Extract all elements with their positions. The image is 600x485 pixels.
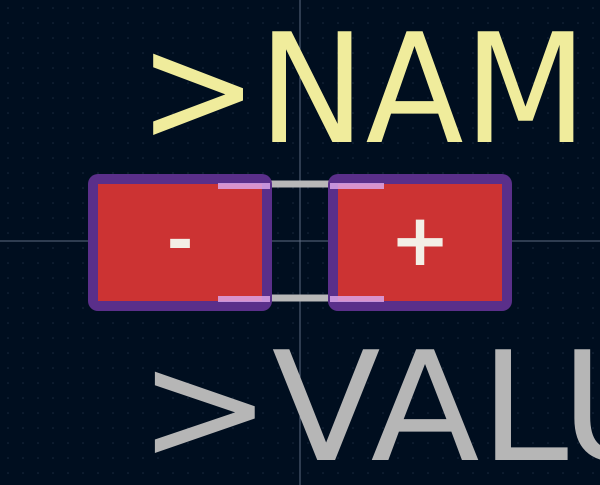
courtyard-overlap-left-bottom xyxy=(218,296,270,302)
pad-minus[interactable]: - xyxy=(88,174,272,311)
reference-designator-text[interactable]: >NAME xyxy=(138,1,600,178)
courtyard-overlap-right-bottom xyxy=(330,296,384,302)
courtyard-overlap-left xyxy=(218,183,270,189)
pad-plus[interactable]: + xyxy=(328,174,512,311)
pad-minus-copper xyxy=(98,184,262,301)
pad-plus-label: + xyxy=(390,198,450,282)
pad-plus-copper xyxy=(338,184,502,301)
value-text[interactable]: >VALUE xyxy=(138,319,600,485)
pad-minus-label: - xyxy=(167,204,194,278)
courtyard-overlap-right xyxy=(330,183,384,189)
